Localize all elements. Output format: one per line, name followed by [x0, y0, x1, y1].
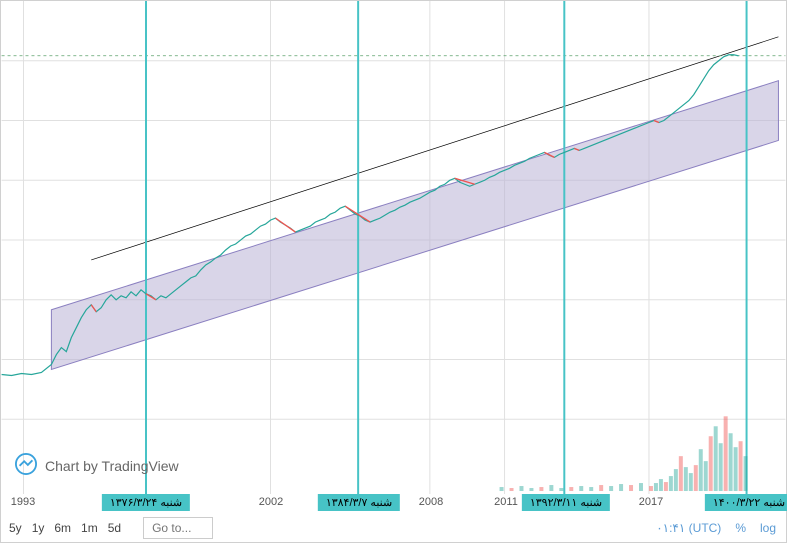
percent-button[interactable]: % — [735, 521, 746, 535]
chart-area[interactable] — [1, 1, 786, 494]
time-label[interactable]: ۰۱:۴۱ (UTC) — [656, 521, 721, 535]
goto-input[interactable] — [143, 517, 213, 539]
x-year-label: 2011 — [494, 496, 518, 508]
range-1y[interactable]: 1y — [32, 521, 45, 535]
x-date-marker: شنبه ۱۴۰۰/۳/۲۲ — [705, 494, 787, 511]
tradingview-attribution[interactable]: Chart by TradingView — [15, 453, 179, 478]
x-axis: 1993 2002 2008 2011 2017 شنبه ۱۳۷۶/۳/۲۴ شنبه ۱… — [1, 494, 786, 514]
range-5y[interactable]: 5y — [9, 521, 22, 535]
range-6m[interactable]: 6m — [54, 521, 71, 535]
range-1m[interactable]: 1m — [81, 521, 98, 535]
scale-button[interactable]: log — [760, 521, 776, 535]
attribution-text: Chart by TradingView — [45, 458, 179, 474]
x-date-marker: شنبه ۱۳۸۴/۳/۷ — [318, 494, 400, 511]
price-chart — [1, 1, 786, 494]
tradingview-icon — [15, 453, 37, 478]
range-5d[interactable]: 5d — [108, 521, 121, 535]
x-year-label: 2002 — [259, 496, 283, 508]
x-year-label: 2008 — [419, 496, 443, 508]
x-year-label: 2017 — [639, 496, 663, 508]
right-controls: ۰۱:۴۱ (UTC) % log — [656, 521, 776, 535]
bottom-toolbar: 5y 1y 6m 1m 5d ۰۱:۴۱ (UTC) % log — [1, 514, 786, 542]
x-year-label: 1993 — [11, 496, 35, 508]
x-date-marker: شنبه ۱۳۷۶/۳/۲۴ — [102, 494, 190, 511]
x-date-marker: شنبه ۱۳۹۲/۳/۱۱ — [522, 494, 610, 511]
